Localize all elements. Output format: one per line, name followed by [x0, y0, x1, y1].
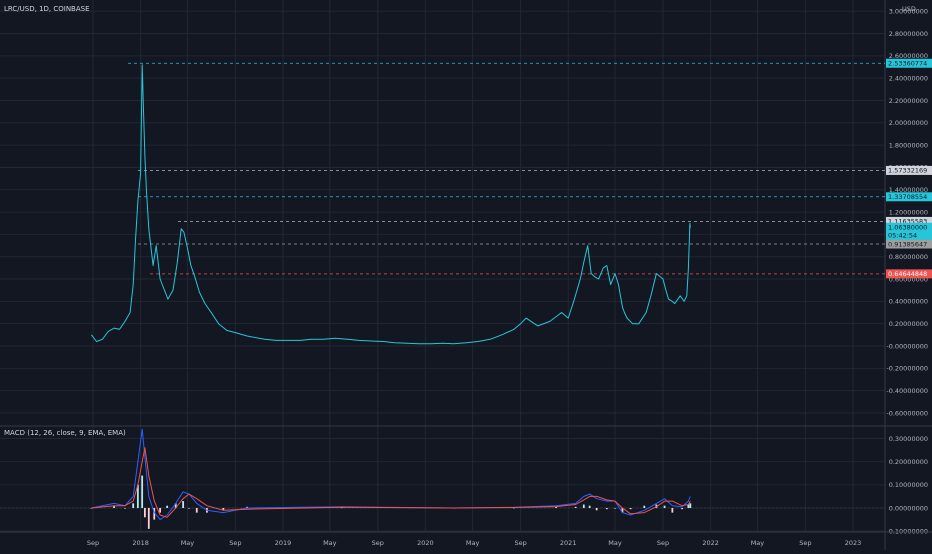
macd-tick-label: 0.20000000: [889, 458, 928, 466]
price-tick-label: -0.20000000: [886, 365, 928, 373]
macd-histogram-bar: [246, 506, 249, 508]
macd-histogram-bar: [629, 508, 632, 510]
macd-histogram-bar: [132, 503, 135, 508]
time-axis-label: 2021: [560, 539, 577, 547]
level-price-tag: [886, 58, 932, 68]
macd-histogram-bar: [689, 503, 692, 508]
time-axis-label: May: [608, 539, 622, 547]
macd-histogram-bar: [141, 475, 144, 508]
last-price-label: 1.06380000: [888, 224, 927, 232]
macd-histogram-bar: [595, 508, 598, 511]
signal-line: [91, 447, 691, 518]
price-series-line: [91, 64, 691, 345]
time-axis-label: 2022: [702, 539, 719, 547]
macd-histogram-bar: [555, 507, 558, 508]
price-tick-label: 0.80000000: [889, 253, 928, 261]
macd-histogram-bar: [174, 503, 177, 508]
macd-histogram-bar: [663, 505, 666, 508]
time-axis-label: May: [181, 539, 195, 547]
price-tick-label: -0.00000000: [886, 342, 928, 350]
price-tick-label: 1.20000000: [889, 208, 928, 216]
time-axis-label: Sep: [372, 539, 384, 547]
time-axis-label: Sep: [87, 539, 99, 547]
last-price-tag: [886, 222, 932, 240]
macd-line: [91, 428, 691, 521]
macd-tick-label: 0.00000000: [889, 504, 928, 512]
macd-histogram-bar: [341, 507, 343, 509]
level-price-tag: [886, 269, 932, 279]
price-tick-label: 0.20000000: [889, 320, 928, 328]
level-price-tag-label: 1.11635583: [888, 218, 927, 226]
macd-histogram-bar: [588, 505, 591, 508]
level-price-tag: [886, 239, 932, 249]
macd-histogram-bar: [605, 508, 608, 510]
price-tick-label: 3.00000000: [889, 8, 928, 16]
level-price-tag: [886, 216, 932, 226]
time-axis-label: Sep: [799, 539, 811, 547]
level-price-tag-label: 0.64644848: [888, 270, 927, 278]
time-axis-label: Sep: [229, 539, 241, 547]
macd-histogram-bar: [687, 504, 690, 508]
time-axis-label: May: [323, 539, 337, 547]
level-price-tag: [886, 192, 932, 202]
currency-label: USD: [902, 5, 916, 13]
macd-histogram-bar: [188, 508, 190, 509]
macd-tick-label: 0.30000000: [889, 435, 928, 443]
macd-histogram-bar: [136, 484, 139, 508]
time-axis-label: 2019: [275, 539, 292, 547]
macd-histogram-bar: [182, 501, 185, 508]
time-axis-label: May: [751, 539, 765, 547]
macd-histogram-bar: [643, 505, 646, 508]
price-tick-label: 2.40000000: [889, 74, 928, 82]
price-tick-label: 0.40000000: [889, 298, 928, 306]
macd-title: MACD (12, 26, close, 9, EMA, EMA): [4, 429, 126, 437]
price-tick-label: 1.40000000: [889, 186, 928, 194]
level-price-tag-label: 0.91385647: [888, 240, 927, 248]
price-tick-label: -0.60000000: [886, 409, 928, 417]
macd-histogram-bar: [124, 508, 126, 509]
macd-histogram-bar: [143, 508, 146, 518]
level-price-tag-label: 2.53360774: [888, 60, 927, 68]
level-price-tag-label: 1.33708554: [888, 193, 927, 201]
level-price-tag-label: 1.57332169: [888, 167, 927, 175]
macd-histogram-bar: [574, 506, 577, 508]
chart-title: LRC/USD, 1D, COINBASE: [4, 5, 90, 13]
price-tick-label: -0.40000000: [886, 387, 928, 395]
time-axis-label: Sep: [514, 539, 526, 547]
time-axis-label: 2018: [132, 539, 149, 547]
time-axis-label: 2020: [417, 539, 434, 547]
price-tick-label: 1.80000000: [889, 141, 928, 149]
macd-histogram-bar: [166, 505, 169, 508]
macd-histogram-bar: [621, 508, 624, 513]
macd-histogram-bar: [113, 505, 115, 508]
macd-tick-label: 0.10000000: [889, 481, 928, 489]
macd-histogram-bar: [159, 508, 162, 513]
macd-histogram-bar: [614, 508, 616, 509]
price-tick-label: 0.60000000: [889, 275, 928, 283]
time-axis-label: 2023: [845, 539, 862, 547]
price-tick-label: 2.20000000: [889, 97, 928, 105]
price-tick-label: 2.80000000: [889, 30, 928, 38]
bar-countdown-label: 05:42:54: [888, 231, 917, 239]
macd-tick-label: -0.10000000: [886, 527, 928, 535]
macd-histogram-bar: [582, 504, 585, 508]
macd-histogram-bar: [153, 508, 156, 520]
price-tick-label: 2.60000000: [889, 52, 928, 60]
macd-histogram-bar: [222, 508, 225, 511]
macd-histogram-bar: [513, 507, 515, 509]
macd-histogram-bar: [671, 508, 674, 513]
level-price-tag: [886, 165, 932, 175]
time-axis-label: Sep: [657, 539, 669, 547]
macd-histogram-bar: [681, 508, 684, 510]
macd-histogram-bar: [195, 508, 198, 513]
macd-histogram-bar: [147, 508, 150, 529]
price-tick-label: 2.00000000: [889, 119, 928, 127]
time-axis-label: May: [466, 539, 480, 547]
